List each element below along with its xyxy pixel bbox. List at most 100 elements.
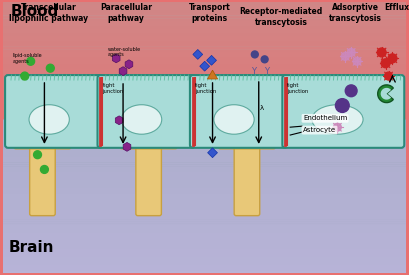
Bar [3,168,405,170]
Bar [3,221,405,224]
Text: tight
junction: tight junction [102,83,124,94]
Bar [3,32,405,33]
Bar [3,198,405,200]
Bar [3,100,405,101]
Bar [3,76,405,78]
Bar [3,147,405,149]
Bar [3,107,405,109]
Text: Transport
proteins: Transport proteins [188,3,230,23]
Bar [3,48,405,49]
Ellipse shape [311,105,362,134]
Bar [3,2,405,4]
Bar [3,33,405,35]
Bar [3,239,405,241]
Bar [3,135,405,137]
Bar [3,261,405,263]
Bar [3,153,405,155]
Bar [3,174,405,176]
Bar [3,68,405,70]
Bar [3,141,405,143]
Bar [3,170,405,172]
FancyBboxPatch shape [218,131,275,149]
Bar [3,91,405,92]
Bar [3,186,405,188]
Bar [3,55,405,57]
Text: Paracellular
pathway: Paracellular pathway [100,3,152,23]
Bar [3,38,405,39]
Bar [3,64,405,66]
Bar [3,54,405,55]
Circle shape [261,56,267,63]
Bar [3,119,405,120]
Bar [3,15,405,17]
Text: lipid-soluble
agents: lipid-soluble agents [13,53,43,64]
Bar [3,166,405,169]
Bar [3,129,405,131]
Text: tight
junction: tight junction [194,83,216,94]
Bar [3,125,405,127]
Circle shape [352,57,360,65]
FancyBboxPatch shape [97,75,194,148]
Bar [3,30,405,32]
Bar [3,180,405,182]
Bar [3,39,405,41]
Bar [3,70,405,72]
Bar [3,210,405,212]
Bar [3,145,405,147]
Bar [3,149,405,151]
Bar [3,46,405,48]
Bar [3,97,405,98]
Bar [3,155,405,157]
Bar [3,73,405,75]
Bar [3,116,405,117]
Bar [3,20,405,21]
Text: Efflux: Efflux [383,3,408,12]
FancyBboxPatch shape [5,75,102,148]
Bar [3,114,405,116]
Bar [3,178,405,180]
Bar [3,94,405,95]
Bar [3,255,405,257]
Bar [3,245,405,247]
Bar [3,212,405,214]
Bar [3,5,405,7]
Bar [3,105,405,107]
Circle shape [34,151,41,159]
Bar [3,45,405,46]
Bar [3,52,405,54]
Bar [3,182,405,184]
Bar [3,127,405,129]
Bar [3,88,405,89]
Bar [3,51,405,53]
Circle shape [341,53,348,60]
Text: Endothelium: Endothelium [302,115,346,121]
Text: Receptor-mediated
transcytosis: Receptor-mediated transcytosis [239,7,322,27]
Bar [3,243,405,245]
FancyBboxPatch shape [120,131,177,149]
Text: Blood: Blood [11,4,59,19]
Bar [3,241,405,243]
Circle shape [335,99,348,112]
Bar [3,58,405,60]
FancyBboxPatch shape [189,75,287,148]
Bar [3,265,405,267]
Bar [3,119,405,121]
FancyBboxPatch shape [14,131,71,149]
Circle shape [346,48,354,56]
Bar [3,259,405,261]
Bar [3,29,405,30]
Bar [3,82,405,83]
Bar [3,42,405,44]
Bar [3,123,405,125]
Bar [3,78,405,79]
Text: Adsorptive
transcytosis: Adsorptive transcytosis [328,3,381,23]
Bar [3,21,405,23]
Bar [3,104,405,106]
Bar [3,121,405,123]
Bar [3,10,405,11]
Bar [3,229,405,231]
Bar [3,184,405,186]
Bar [3,11,405,13]
Bar [3,233,405,235]
Circle shape [376,48,385,57]
